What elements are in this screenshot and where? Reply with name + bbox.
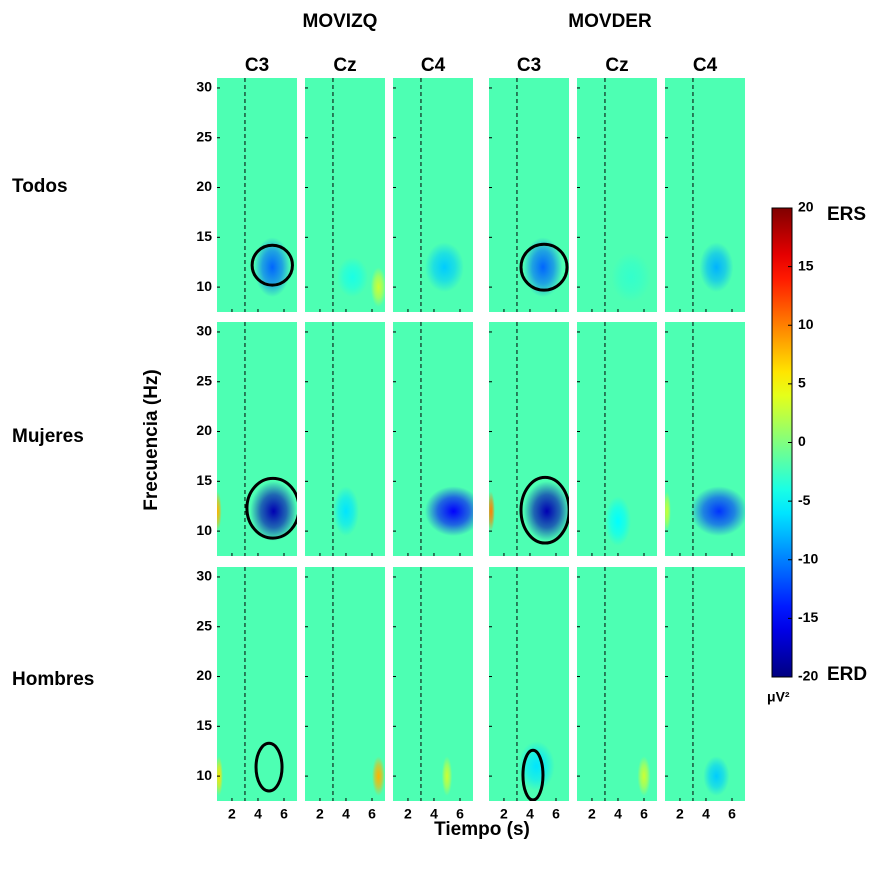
channel-label: C4: [693, 55, 718, 76]
power-blob: [699, 242, 733, 292]
x-tick-label: 4: [254, 806, 262, 822]
y-axis-label: Frecuencia (Hz): [141, 369, 162, 510]
x-tick-label: 6: [368, 806, 376, 822]
colorbar-tick-label: -5: [798, 492, 811, 508]
colorbar-tick-label: 0: [798, 433, 806, 449]
power-blob: [663, 491, 671, 531]
panel: [663, 322, 748, 556]
panel: [305, 567, 385, 801]
x-tick-label: 4: [702, 806, 710, 822]
panel: [215, 567, 297, 801]
power-blob: [442, 756, 452, 796]
group-title: MOVIZQ: [303, 11, 378, 32]
y-tick-label: 10: [196, 767, 212, 783]
x-tick-label: 6: [640, 806, 648, 822]
panel: [217, 78, 297, 312]
x-tick-label: 2: [500, 806, 508, 822]
x-tick-label: 2: [228, 806, 236, 822]
y-tick-label: 20: [196, 422, 212, 438]
group-title: MOVDER: [568, 11, 652, 32]
channel-label: C3: [245, 55, 269, 76]
power-blob: [611, 252, 650, 302]
panel: [577, 78, 657, 312]
panel-background: [665, 567, 745, 801]
power-blob: [690, 486, 747, 536]
page: {"chart_data": {"type": "heatmap-grid", …: [0, 0, 887, 871]
y-tick-label: 10: [196, 278, 212, 294]
y-tick-label: 30: [196, 79, 212, 95]
y-tick-label: 20: [196, 667, 212, 683]
panel: [665, 78, 745, 312]
power-blob: [372, 756, 385, 796]
colorbar-unit: μV²: [767, 689, 790, 705]
panel: [577, 567, 657, 801]
y-tick-label: 30: [196, 568, 212, 584]
power-blob: [371, 267, 387, 307]
x-tick-label: 6: [728, 806, 736, 822]
colorbar-tick-label: 5: [798, 375, 806, 391]
y-tick-label: 15: [196, 717, 212, 733]
x-tick-label: 2: [676, 806, 684, 822]
y-tick-label: 25: [196, 617, 212, 633]
x-tick-label: 2: [404, 806, 412, 822]
x-tick-label: 6: [456, 806, 464, 822]
colorbar-top-label: ERS: [827, 204, 866, 225]
panel: [665, 567, 745, 801]
row-label: Mujeres: [12, 426, 84, 447]
power-blob: [425, 242, 464, 292]
panel: [487, 322, 570, 556]
x-tick-label: 2: [588, 806, 596, 822]
y-tick-label: 20: [196, 178, 212, 194]
panel: [305, 322, 385, 556]
power-blob: [214, 491, 222, 531]
power-blob: [605, 496, 631, 546]
x-tick-label: 4: [342, 806, 350, 822]
panel: [393, 78, 473, 312]
panel: [577, 322, 657, 556]
panel: [305, 78, 386, 312]
x-tick-label: 4: [526, 806, 534, 822]
power-blob: [425, 486, 482, 536]
power-blob: [703, 756, 729, 796]
y-tick-label: 25: [196, 128, 212, 144]
colorbar-tick-label: -20: [798, 668, 818, 684]
panel: [393, 322, 482, 556]
colorbar-tick-label: 20: [798, 199, 814, 215]
panel: [214, 322, 299, 556]
y-tick-label: 30: [196, 323, 212, 339]
x-tick-label: 4: [614, 806, 622, 822]
row-label: Todos: [12, 176, 68, 197]
x-tick-label: 6: [280, 806, 288, 822]
figure: MOVIZQ MOVDER Todos Mujeres Hombres Frec…: [0, 0, 887, 871]
y-tick-label: 15: [196, 472, 212, 488]
y-tick-label: 15: [196, 228, 212, 244]
x-tick-label: 6: [552, 806, 560, 822]
panel: [489, 78, 569, 312]
colorbar-bottom-label: ERD: [827, 664, 867, 685]
channel-label: C3: [517, 55, 541, 76]
y-tick-label: 25: [196, 372, 212, 388]
channel-label: Cz: [605, 55, 628, 76]
power-blob: [337, 257, 368, 297]
x-axis-label: Tiempo (s): [434, 819, 530, 840]
colorbar-tick-label: 10: [798, 316, 814, 332]
power-blob: [333, 486, 359, 536]
power-blob: [637, 756, 650, 796]
channel-label: Cz: [333, 55, 356, 76]
row-label: Hombres: [12, 669, 94, 690]
panel: [393, 567, 473, 801]
power-blob: [487, 491, 495, 531]
y-tick-label: 10: [196, 522, 212, 538]
colorbar-tick-label: 15: [798, 257, 814, 273]
x-tick-label: 4: [430, 806, 438, 822]
channel-label: C4: [421, 55, 446, 76]
x-tick-label: 2: [316, 806, 324, 822]
panel: [489, 567, 569, 801]
colorbar-tick-label: -15: [798, 609, 818, 625]
colorbar-tick-label: -10: [798, 550, 818, 566]
panel-background: [393, 567, 473, 801]
